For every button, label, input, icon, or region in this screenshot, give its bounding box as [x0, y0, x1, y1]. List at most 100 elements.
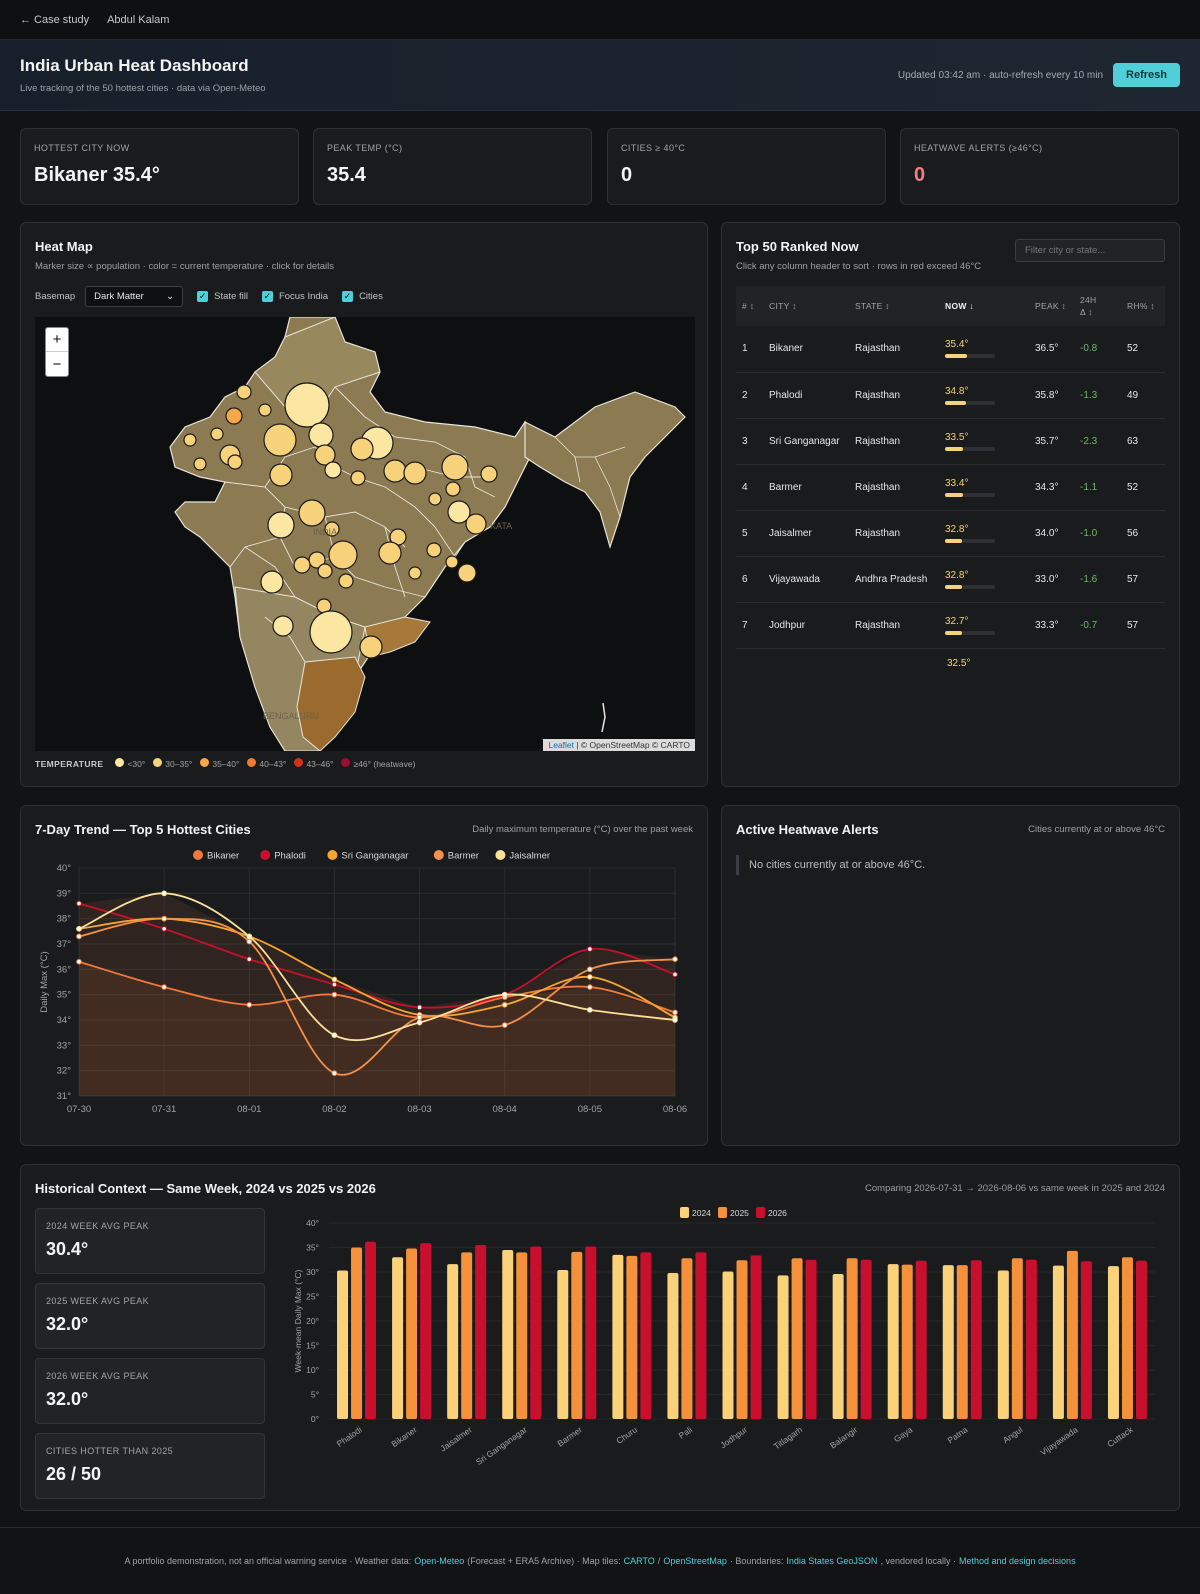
footer-link-geojson[interactable]: India States GeoJSON	[786, 1556, 878, 1566]
alerts-empty-message: No cities currently at or above 46°C.	[736, 855, 1165, 875]
bar-2026-churu	[640, 1252, 652, 1419]
bar-2026-patna	[970, 1260, 982, 1419]
ranked-table-wrapper[interactable]: # ↕ CITY ↕ STATE ↕ NOW ↓ PEAK ↕ 24H Δ ↕ R…	[736, 286, 1165, 676]
table-row[interactable]: 2 Phalodi Rajasthan 34.8° 35.8° -1.3 49	[736, 372, 1165, 419]
col-state[interactable]: STATE ↕	[855, 301, 890, 311]
table-row[interactable]: 6 Vijayawada Andhra Pradesh 32.8° 33.0° -1.6 5…	[736, 556, 1165, 603]
temperature-legend: TEMPERATURE <30° 30–35° 35–40° 40–43° 43…	[35, 758, 415, 769]
x-tick-label: Sri Ganganagar	[474, 1424, 529, 1467]
author-link[interactable]: Abdul Kalam	[107, 13, 170, 26]
bar-2024-balangir	[832, 1273, 844, 1419]
footer-link-method[interactable]: Method and design decisions	[958, 1556, 1076, 1566]
trend-title: 7-Day Trend — Top 5 Hottest Cities	[35, 822, 251, 837]
alerts-panel: Active Heatwave Alerts Cities currently …	[721, 805, 1180, 1146]
table-row[interactable]: 3 Sri Ganganagar Rajasthan 33.5° 35.7° -2.3 63	[736, 418, 1165, 465]
table-row[interactable]: 1 Bikaner Rajasthan 35.4° 36.5° -0.8 52	[736, 326, 1165, 373]
bar-2026-barmer	[585, 1246, 597, 1419]
y-tick-label: 35°	[306, 1243, 319, 1253]
city-markers[interactable]	[183, 382, 498, 659]
x-tick-label: Vijayawada	[1038, 1424, 1079, 1457]
col-delta[interactable]: 24H Δ ↕	[1080, 295, 1097, 317]
data-point	[672, 1017, 678, 1023]
table-row[interactable]: 5 Jaisalmer Rajasthan 32.8° 34.0° -1.0 56	[736, 510, 1165, 557]
now-value: 33.5°	[945, 431, 969, 443]
toggle-state-fill[interactable]: ✓ State fill	[197, 291, 248, 302]
cell-city: Bikaner	[763, 326, 849, 373]
india-map[interactable]: INDIA BENGALURU KATA	[35, 317, 695, 751]
toggle-cities[interactable]: ✓ Cities	[342, 291, 383, 302]
footer-link-osm[interactable]: OpenStreetMap	[663, 1556, 727, 1566]
history-card-label: 2026 WEEK AVG PEAK	[46, 1371, 150, 1381]
bar-2024-jaisalmer	[447, 1264, 459, 1419]
col-peak[interactable]: PEAK ↕	[1035, 301, 1067, 311]
footer-link-carto[interactable]: CARTO	[623, 1556, 655, 1566]
cell-now: 33.4°	[939, 464, 1029, 511]
data-point	[246, 956, 253, 962]
bar-2025-vijayawada	[1066, 1250, 1078, 1419]
cell-now: 32.7°	[939, 602, 1029, 649]
zoom-in-button[interactable]: +	[46, 328, 68, 352]
history-subtitle: Comparing 2026-07-31 → 2026-08-06 vs sam…	[865, 1183, 1165, 1194]
cell-rank: 6	[736, 556, 763, 603]
data-point	[672, 956, 678, 962]
map-canvas[interactable]: INDIA BENGALURU KATA + − Leaflet | © Ope…	[35, 317, 695, 751]
table-row[interactable]: 4 Barmer Rajasthan 33.4° 34.3° -1.1 52	[736, 464, 1165, 511]
col-rank[interactable]: # ↕	[742, 301, 755, 311]
now-bar-fill	[945, 400, 966, 405]
check-icon: ✓	[197, 291, 209, 302]
page-header: India Urban Heat Dashboard Live tracking…	[0, 40, 1200, 111]
back-link[interactable]: ← Case study	[20, 13, 90, 26]
data-point	[416, 1004, 423, 1011]
bar-2025-angul	[1011, 1258, 1023, 1419]
basemap-select[interactable]: Dark Matter ⌄	[85, 286, 184, 307]
stat-card-heatwave: HEATWAVE ALERTS (≥46°C) 0	[900, 128, 1179, 205]
data-point	[587, 946, 593, 952]
map-labels: INDIA BENGALURU KATA	[263, 521, 512, 721]
toggle-label: Cities	[359, 291, 383, 302]
cell-state: Rajasthan	[849, 464, 939, 511]
y-tick-label: 15°	[306, 1341, 319, 1351]
now-bar-fill	[945, 354, 967, 359]
now-bar	[945, 446, 995, 451]
y-tick-label: 40°	[306, 1218, 319, 1228]
data-point	[331, 991, 338, 998]
cell-delta: -1.0	[1074, 510, 1121, 557]
footer-link-open-meteo[interactable]: Open-Meteo	[414, 1556, 465, 1566]
col-rh[interactable]: RH% ↕	[1127, 301, 1155, 311]
refresh-button[interactable]: Refresh	[1113, 63, 1180, 87]
col-city[interactable]: CITY ↕	[769, 301, 797, 311]
trend-chart[interactable]: 07-30 07-31 08-01 08-02 08-03 08-04 08-05 08-06…	[35, 848, 695, 1138]
alerts-subtitle: Cities currently at or above 46°C	[1028, 824, 1165, 835]
toggle-focus-india[interactable]: ✓ Focus India	[261, 291, 328, 302]
bar-2026-jodhpur	[750, 1255, 762, 1419]
zoom-out-button[interactable]: −	[52, 355, 62, 373]
table-row[interactable]: 7 Jodhpur Rajasthan 32.7° 33.3° -0.7 57	[736, 602, 1165, 649]
y-tick-label: 30°	[306, 1267, 319, 1277]
leaflet-link[interactable]: Leaflet	[548, 740, 574, 750]
history-title: Historical Context — Same Week, 2024 vs …	[35, 1181, 376, 1196]
bar-2026-bikaner	[420, 1243, 432, 1419]
x-tick-label: Patna	[945, 1424, 969, 1445]
alerts-title: Active Heatwave Alerts	[736, 822, 879, 837]
y-tick-label: 5°	[311, 1390, 319, 1400]
india-state-fill-tn	[296, 656, 366, 751]
trend-subtitle: Daily maximum temperature (°C) over the …	[472, 824, 693, 835]
legend-swatch	[260, 850, 271, 860]
data-point	[331, 976, 338, 983]
history-bar-chart[interactable]: 0° 5° 10° 15° 20° 25° 30° 35° 40° Week-mean Daily…	[285, 1205, 1165, 1505]
updated-status: Updated 03:42 am · auto-refresh every 10…	[897, 69, 1104, 81]
northeast-borders	[554, 436, 626, 518]
data-point	[76, 926, 82, 932]
cell-rank: 2	[736, 372, 763, 419]
stat-card-cities-40: CITIES ≥ 40°C 0	[607, 128, 886, 205]
y-tick-label: 10°	[306, 1365, 319, 1375]
city-filter-input[interactable]	[1015, 239, 1165, 262]
check-icon: ✓	[342, 291, 354, 302]
map-label-india: INDIA	[313, 527, 337, 537]
data-point	[587, 966, 593, 973]
bar-2025-titlagarh	[791, 1258, 803, 1419]
col-now[interactable]: NOW ↓	[945, 301, 974, 311]
chevron-down-icon: ⌄	[166, 291, 175, 302]
cell-delta: -1.1	[1074, 464, 1121, 511]
y-tick-label: 40°	[57, 863, 72, 874]
